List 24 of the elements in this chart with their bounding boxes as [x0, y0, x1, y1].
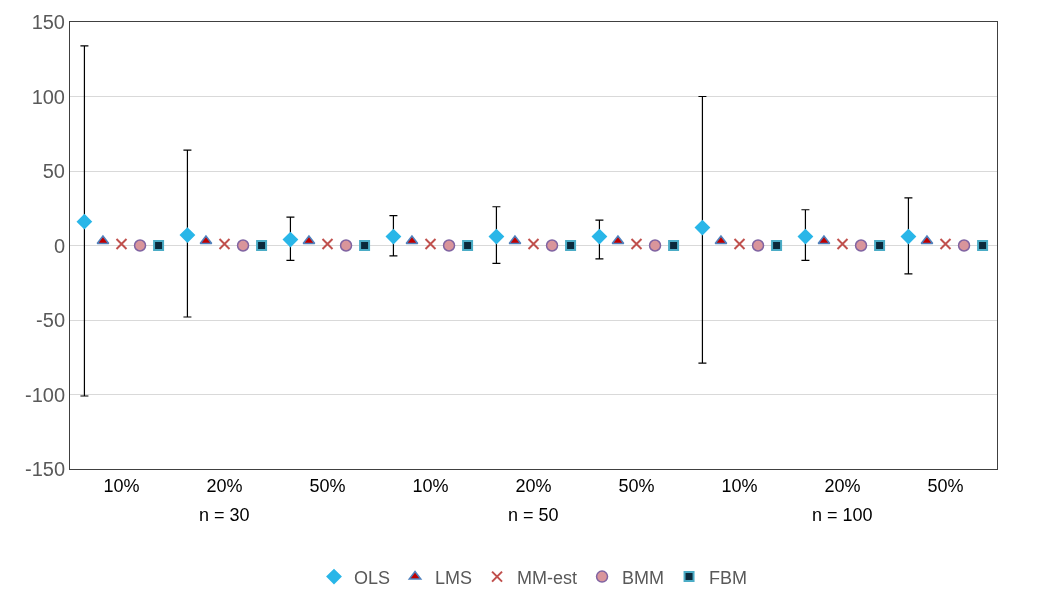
x-tick-label: 10%	[103, 475, 140, 496]
legend-label: MM-est	[517, 567, 578, 588]
text: n = 100	[812, 505, 873, 525]
x-tick-label: 50%	[618, 475, 655, 496]
x-tick-label: 50%	[927, 475, 964, 496]
legend-label: FBM	[709, 567, 748, 588]
text: n = 30	[199, 505, 250, 525]
y-tick-label: 150	[31, 11, 65, 33]
y-tick-label: 50	[42, 160, 65, 182]
text: n = 50	[508, 505, 559, 525]
x-tick-label: 20%	[824, 475, 861, 496]
y-tick-label: -50	[36, 309, 65, 331]
legend-label: BMM	[622, 567, 665, 588]
legend-label: OLS	[354, 567, 391, 588]
x-tick-label: 50%	[309, 475, 346, 496]
x-tick-label: 20%	[515, 475, 552, 496]
x-tick-label: 20%	[206, 475, 243, 496]
y-tick-label: -100	[24, 383, 65, 406]
legend-label: LMS	[435, 567, 473, 588]
x-tick-label: 10%	[721, 475, 758, 496]
x-tick-label: 10%	[412, 475, 449, 496]
y-tick-label: 0	[53, 234, 65, 257]
y-tick-label: 100	[31, 85, 65, 108]
y-tick-label: -150	[24, 458, 65, 480]
